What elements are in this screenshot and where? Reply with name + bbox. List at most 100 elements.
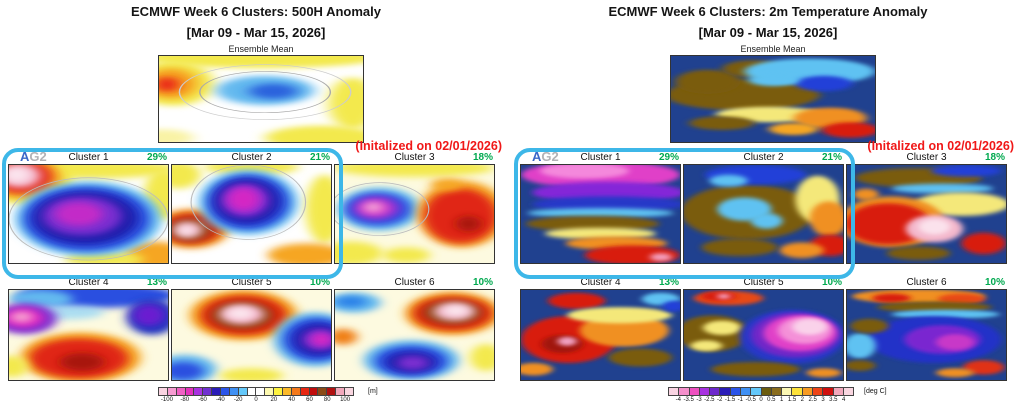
anomaly-blob bbox=[55, 202, 103, 226]
colorbar-tick: -80 bbox=[180, 397, 190, 403]
colorbar-cell bbox=[345, 388, 353, 395]
cluster-percent: 10% bbox=[309, 277, 330, 288]
anomaly-blob bbox=[199, 71, 332, 114]
cluster-row-2: Cluster 4 13% Cluster 5 10% Cluster 6 10… bbox=[8, 276, 495, 381]
cluster-cell: Cluster 3 18% bbox=[334, 151, 495, 264]
colorbar-cell bbox=[238, 388, 248, 395]
anomaly-blob bbox=[227, 187, 260, 212]
colorbar-cell bbox=[689, 388, 700, 395]
anomaly-blob bbox=[443, 305, 469, 317]
cluster-label: Cluster 1 bbox=[580, 152, 621, 163]
anomaly-blob bbox=[9, 355, 29, 378]
anomaly-map-graphic bbox=[671, 56, 875, 142]
colorbar-tick: -0.5 bbox=[745, 397, 756, 403]
anomaly-blob bbox=[365, 203, 382, 212]
colorbar-cell bbox=[203, 388, 213, 395]
ag2-logo-a: A bbox=[20, 149, 30, 164]
colorbar-cell bbox=[812, 388, 824, 395]
cluster-cell: Cluster 4 13% bbox=[8, 276, 169, 381]
anomaly-blob bbox=[936, 368, 975, 378]
anomaly-blob bbox=[382, 247, 431, 263]
cluster-map bbox=[683, 289, 844, 381]
anomaly-blob bbox=[10, 311, 33, 323]
cluster-map bbox=[846, 164, 1007, 264]
cluster-header: Cluster 5 10% bbox=[171, 276, 332, 289]
colorbar-cell bbox=[751, 388, 762, 395]
anomaly-blob bbox=[544, 227, 657, 240]
colorbar-tick: 80 bbox=[323, 397, 331, 403]
colorbar-tick: -1.5 bbox=[724, 397, 736, 403]
anomaly-blob bbox=[548, 292, 606, 309]
cluster-cell: Cluster 4 13% bbox=[520, 276, 681, 381]
cluster-cell: Cluster 2 21% bbox=[683, 151, 844, 264]
colorbar-tick: -60 bbox=[198, 397, 207, 403]
cluster-header: Cluster 3 18% bbox=[846, 151, 1007, 164]
cluster-label: Cluster 2 bbox=[743, 152, 784, 163]
cluster-header: Cluster 2 21% bbox=[171, 151, 332, 164]
cluster-map bbox=[846, 289, 1007, 381]
initialized-date-label: (Initalized on 02/01/2026) bbox=[355, 139, 502, 153]
cluster-cell: Cluster 6 10% bbox=[334, 276, 495, 381]
anomaly-blob bbox=[305, 174, 331, 244]
anomaly-blob bbox=[525, 215, 660, 232]
colorbar-cell bbox=[710, 388, 721, 395]
anomaly-blob bbox=[886, 246, 951, 261]
anomaly-blob bbox=[310, 332, 331, 347]
cluster-percent: 18% bbox=[984, 152, 1005, 163]
anomaly-blob bbox=[821, 122, 875, 138]
cluster-row-2: Cluster 4 13% Cluster 5 10% Cluster 6 10… bbox=[520, 276, 1007, 381]
anomaly-blob bbox=[335, 241, 383, 263]
anomaly-blob bbox=[937, 293, 986, 305]
anomaly-map-graphic bbox=[335, 290, 494, 380]
cluster-percent: 13% bbox=[658, 277, 679, 288]
cluster-percent: 21% bbox=[309, 152, 330, 163]
anomaly-blob bbox=[662, 300, 680, 312]
anomaly-blob bbox=[248, 83, 298, 99]
colorbar-cell bbox=[679, 388, 690, 395]
colorbar-tick: 1 bbox=[779, 397, 784, 403]
colorbar-cell bbox=[792, 388, 803, 395]
anomaly-map-graphic bbox=[847, 165, 1006, 263]
colorbar-cell bbox=[720, 388, 731, 395]
cluster-header: Cluster 4 13% bbox=[520, 276, 681, 289]
anomaly-blob bbox=[711, 362, 801, 377]
colorbar-cell bbox=[318, 388, 328, 395]
ag2-logo-g2: G2 bbox=[29, 149, 47, 164]
anomaly-blob bbox=[159, 76, 180, 93]
colorbar-tick: -2.5 bbox=[704, 397, 715, 403]
cluster-cell: Cluster 5 10% bbox=[171, 276, 332, 381]
colorbar-cell bbox=[194, 388, 204, 395]
cluster-percent: 10% bbox=[984, 277, 1005, 288]
anomaly-blob bbox=[891, 183, 994, 194]
colorbar-tick: -4 bbox=[675, 397, 681, 403]
colorbar-tick: -3 bbox=[696, 397, 702, 403]
cluster-percent: 18% bbox=[472, 152, 493, 163]
anomaly-map-graphic bbox=[521, 165, 680, 263]
colorbar-cell bbox=[843, 388, 854, 395]
colorbar: -4 -3.5 -3 -2.5 -2 -1.5 -1 -0.5 0 0.5 1 1.5 2 2.5 3 3.5… bbox=[668, 387, 854, 403]
anomaly-blob bbox=[847, 360, 876, 371]
colorbar-cell bbox=[699, 388, 711, 395]
colorbar-cell bbox=[274, 388, 284, 395]
colorbar-cell bbox=[771, 388, 783, 395]
anomaly-map-graphic bbox=[335, 165, 494, 263]
colorbar-cell bbox=[167, 388, 177, 395]
anomaly-blob bbox=[172, 362, 204, 380]
colorbar-tick: 100 bbox=[340, 397, 351, 403]
anomaly-blob bbox=[795, 75, 853, 92]
colorbar-cell bbox=[283, 388, 292, 395]
cluster-map bbox=[520, 164, 681, 264]
anomaly-blob bbox=[961, 232, 1006, 255]
colorbar-tick: 2 bbox=[800, 397, 804, 403]
anomaly-blob bbox=[557, 336, 577, 346]
anomaly-blob bbox=[689, 116, 755, 130]
anomaly-blob bbox=[847, 333, 876, 359]
colorbar-cell bbox=[740, 388, 752, 395]
ensemble-mean-map bbox=[670, 55, 876, 143]
colorbar-cells bbox=[668, 387, 854, 396]
cluster-map bbox=[171, 289, 332, 381]
initialized-date-label: (Initalized on 02/01/2026) bbox=[867, 139, 1014, 153]
anomaly-blob bbox=[608, 348, 673, 367]
colorbar-tick: 0.5 bbox=[767, 397, 776, 403]
colorbar-unit: [m] bbox=[368, 388, 378, 395]
